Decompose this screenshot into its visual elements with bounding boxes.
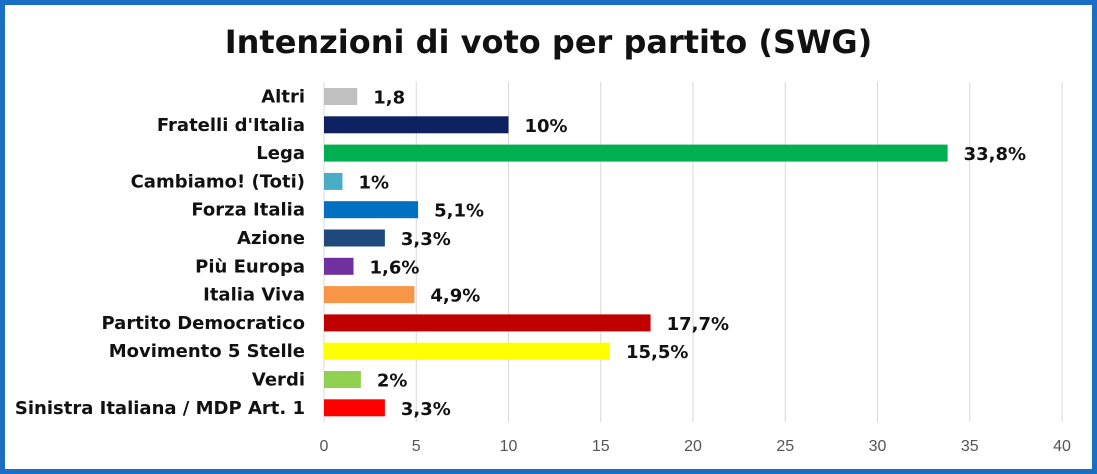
bar xyxy=(324,88,358,105)
data-label: 1,8 xyxy=(373,88,405,109)
category-label: Azione xyxy=(237,228,305,249)
data-label: 33,8% xyxy=(964,144,1026,165)
x-tick-label: 0 xyxy=(320,438,329,455)
data-label: 2% xyxy=(377,371,408,392)
category-label: Più Europa xyxy=(195,256,305,277)
data-label: 4,9% xyxy=(430,286,480,307)
data-label: 5,1% xyxy=(434,201,484,222)
bar xyxy=(324,399,385,417)
category-label: Lega xyxy=(256,143,305,164)
data-label: 15,5% xyxy=(626,342,688,363)
category-label: Cambiamo! (Toti) xyxy=(131,171,305,192)
category-label: Fratelli d'Italia xyxy=(157,115,305,136)
category-label: Altri xyxy=(261,87,305,108)
x-tick-label: 20 xyxy=(684,438,702,455)
x-tick-label: 30 xyxy=(869,438,887,455)
bar xyxy=(324,342,610,360)
chart-title: Intenzioni di voto per partito (SWG) xyxy=(224,23,873,61)
bar xyxy=(324,257,354,275)
category-label: Italia Viva xyxy=(203,285,305,306)
bar xyxy=(324,201,419,219)
data-label: 3,3% xyxy=(401,229,451,250)
data-label: 1,6% xyxy=(370,257,420,278)
category-label: Forza Italia xyxy=(191,200,305,221)
category-label: Partito Democratico xyxy=(101,313,305,334)
bar xyxy=(324,172,343,190)
data-label: 1% xyxy=(358,172,389,193)
data-label: 17,7% xyxy=(667,314,729,335)
data-label: 10% xyxy=(525,116,568,137)
x-tick-label: 35 xyxy=(961,438,979,455)
bar xyxy=(324,116,509,134)
bar xyxy=(324,229,385,247)
data-label: 3,3% xyxy=(401,399,451,420)
x-tick-label: 10 xyxy=(500,438,518,455)
category-label: Verdi xyxy=(252,370,305,391)
bar xyxy=(324,286,415,304)
x-tick-label: 25 xyxy=(776,438,794,455)
x-tick-label: 40 xyxy=(1053,438,1071,455)
bar xyxy=(324,371,361,388)
bar xyxy=(324,314,651,332)
x-tick-label: 15 xyxy=(592,438,610,455)
category-label: Sinistra Italiana / MDP Art. 1 xyxy=(15,398,305,419)
category-label: Movimento 5 Stelle xyxy=(109,341,305,362)
bar xyxy=(324,144,948,162)
x-tick-label: 5 xyxy=(412,438,421,455)
